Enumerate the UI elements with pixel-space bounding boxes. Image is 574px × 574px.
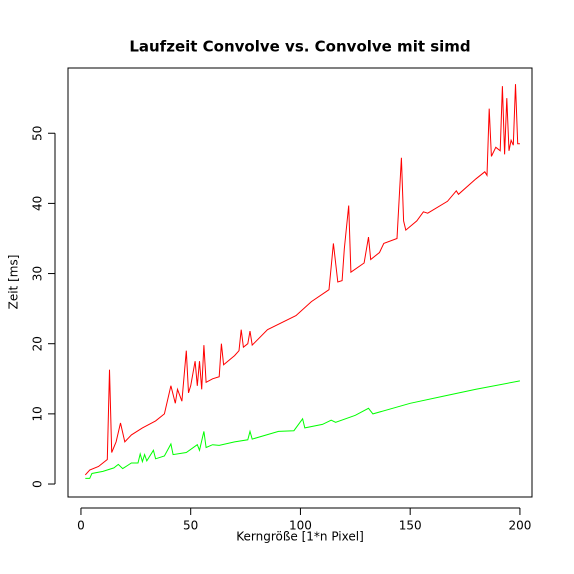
y-tick-label: 40	[31, 196, 45, 211]
y-axis-label: Zeit [ms]	[7, 255, 21, 310]
y-tick-label: 0	[31, 480, 45, 488]
y-tick-label: 10	[31, 406, 45, 421]
x-tick-label: 150	[399, 519, 422, 533]
line-series	[85, 380, 520, 479]
chart-title: Laufzeit Convolve vs. Convolve mit simd	[129, 38, 470, 56]
x-tick-label: 50	[183, 519, 198, 533]
x-axis-label: Kerngröße [1*n Pixel]	[236, 530, 364, 544]
plot-box	[67, 67, 533, 498]
y-tick-label: 20	[31, 336, 45, 351]
x-tick-label: 0	[77, 519, 85, 533]
x-tick-label: 200	[508, 519, 531, 533]
y-tick-label: 30	[31, 266, 45, 281]
y-tick-label: 50	[31, 126, 45, 141]
x-tick-label: 100	[289, 519, 312, 533]
line-series	[84, 84, 520, 476]
